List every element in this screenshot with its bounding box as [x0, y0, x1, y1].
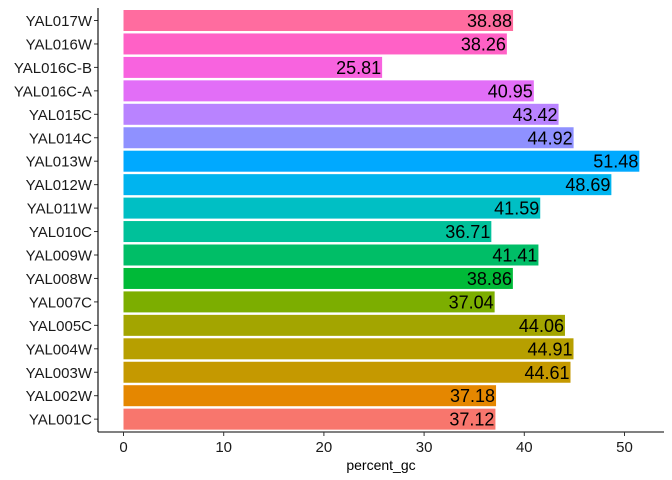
bar-yal008w	[123, 267, 513, 289]
data-label: 38.26	[461, 34, 506, 54]
category-label: YAL016C-A	[14, 83, 92, 100]
data-label: 48.69	[565, 175, 610, 195]
bar-yal013w	[123, 150, 640, 172]
bar-yal004w	[123, 338, 574, 360]
category-label: YAL009W	[26, 248, 93, 265]
bar-yal016c-a	[123, 80, 534, 102]
data-label: 37.12	[449, 410, 494, 430]
category-label: YAL005C	[29, 318, 92, 335]
bar-yal007c	[123, 291, 495, 313]
category-label: YAL010C	[29, 224, 92, 241]
bar-yal005c	[123, 314, 565, 336]
bar-yal003w	[123, 361, 571, 383]
data-label: 37.18	[450, 386, 495, 406]
bar-yal011w	[123, 197, 541, 219]
x-tick-label: 20	[316, 439, 333, 456]
data-label: 44.92	[528, 128, 573, 148]
x-tick-label: 10	[215, 439, 232, 456]
category-label: YAL011W	[27, 201, 93, 218]
data-label: 44.61	[524, 363, 569, 383]
x-tick-label: 50	[616, 439, 633, 456]
category-label: YAL008W	[26, 271, 93, 288]
category-label: YAL001C	[29, 412, 92, 429]
bar-yal002w	[123, 385, 497, 407]
category-label: YAL016C-B	[14, 60, 92, 77]
data-label: 41.41	[492, 246, 537, 266]
category-label: YAL007C	[29, 294, 92, 311]
x-tick-label: 30	[416, 439, 433, 456]
category-label: YAL004W	[26, 341, 93, 358]
data-label: 43.42	[513, 105, 558, 125]
bar-yal015c	[123, 103, 559, 125]
bar-yal017w	[123, 10, 514, 31]
x-axis-title: percent_gc	[346, 457, 415, 473]
category-label: YAL017W	[26, 13, 93, 30]
data-label: 38.88	[467, 11, 512, 31]
data-label: 51.48	[593, 152, 638, 172]
bars-group: 38.88 38.26 25.81 40.95 43.42 44.92 51.48 48.69…	[123, 10, 640, 430]
bar-yal014c	[123, 127, 574, 149]
data-label: 41.59	[494, 199, 539, 219]
bar-yal009w	[123, 244, 539, 266]
category-label: YAL013W	[26, 154, 93, 171]
category-labels: YAL017W YAL016W YAL016C-B YAL016C-A YAL015C Y…	[14, 13, 98, 429]
bar-yal016c-b	[123, 56, 383, 78]
data-label: 44.06	[519, 316, 564, 336]
data-label: 25.81	[336, 58, 381, 78]
category-label: YAL015C	[29, 107, 92, 124]
data-label: 40.95	[488, 81, 533, 101]
category-label: YAL003W	[26, 365, 93, 382]
bar-yal001c	[123, 408, 496, 430]
data-label: 36.71	[445, 222, 490, 242]
category-label: YAL002W	[26, 388, 93, 405]
data-label: 38.86	[467, 269, 512, 289]
bar-yal016w	[123, 33, 507, 55]
bar-yal012w	[123, 174, 612, 196]
category-label: YAL014C	[29, 130, 92, 147]
bar-yal010c	[123, 221, 492, 243]
category-label: YAL012W	[26, 177, 93, 194]
category-label: YAL016W	[26, 36, 93, 53]
data-label: 44.91	[527, 339, 572, 359]
x-axis-ticks: 0 10 20 30 40 50	[119, 432, 633, 456]
x-tick-label: 40	[516, 439, 533, 456]
data-label: 37.04	[449, 292, 494, 312]
x-tick-label: 0	[119, 439, 127, 456]
